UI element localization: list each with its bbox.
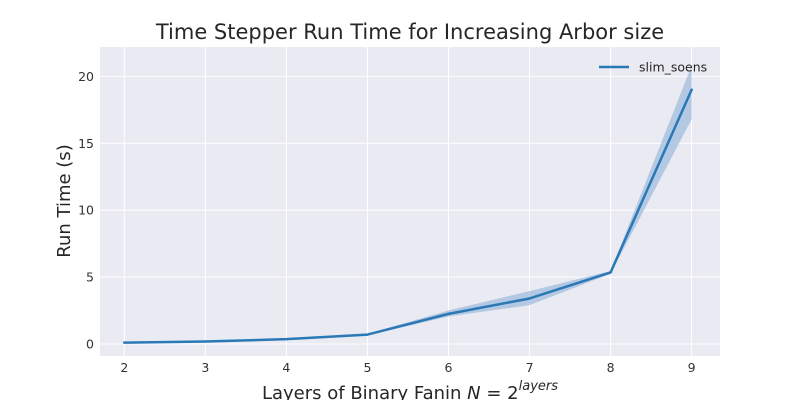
y-axis-label: Run Time (s) (54, 144, 75, 257)
data-point (204, 340, 207, 343)
data-point (447, 312, 450, 316)
x-tick-label: 5 (363, 360, 371, 375)
data-point (285, 337, 288, 341)
tick-labels: 2 3 4 5 6 7 8 9 0 5 10 15 20 (78, 69, 696, 375)
x-tick-label: 8 (607, 360, 615, 375)
x-axis-label-var: N (467, 383, 480, 400)
legend-label: slim_soens (639, 60, 707, 75)
x-axis-label-prefix: Layers of Binary Fanin (262, 383, 467, 400)
x-tick-label: 7 (526, 360, 534, 375)
grid (100, 47, 720, 356)
chart-title: Time Stepper Run Time for Increasing Arb… (155, 20, 664, 44)
y-tick-label: 10 (78, 203, 94, 218)
series-lines (123, 88, 693, 344)
y-tick-label: 20 (78, 69, 94, 84)
data-point (366, 333, 369, 336)
data-point (528, 297, 531, 300)
x-tick-label: 2 (120, 360, 128, 375)
x-tick-label: 6 (445, 360, 453, 375)
x-tick-label: 4 (282, 360, 290, 375)
legend: slim_soens (599, 60, 707, 75)
series-line (123, 88, 693, 344)
y-tick-label: 0 (86, 336, 94, 351)
data-point (690, 88, 693, 92)
x-axis-label-eq: = 2 (481, 383, 519, 400)
y-tick-label: 5 (86, 270, 94, 285)
plot-area (100, 47, 720, 356)
x-tick-label: 3 (201, 360, 209, 375)
x-tick-label: 9 (688, 360, 696, 375)
data-point (609, 271, 612, 274)
data-point (123, 341, 126, 344)
x-axis-label-sup: layers (519, 379, 559, 394)
y-tick-label: 15 (78, 136, 94, 151)
x-axis-label: Layers of Binary Fanin N = 2layers (262, 379, 558, 400)
